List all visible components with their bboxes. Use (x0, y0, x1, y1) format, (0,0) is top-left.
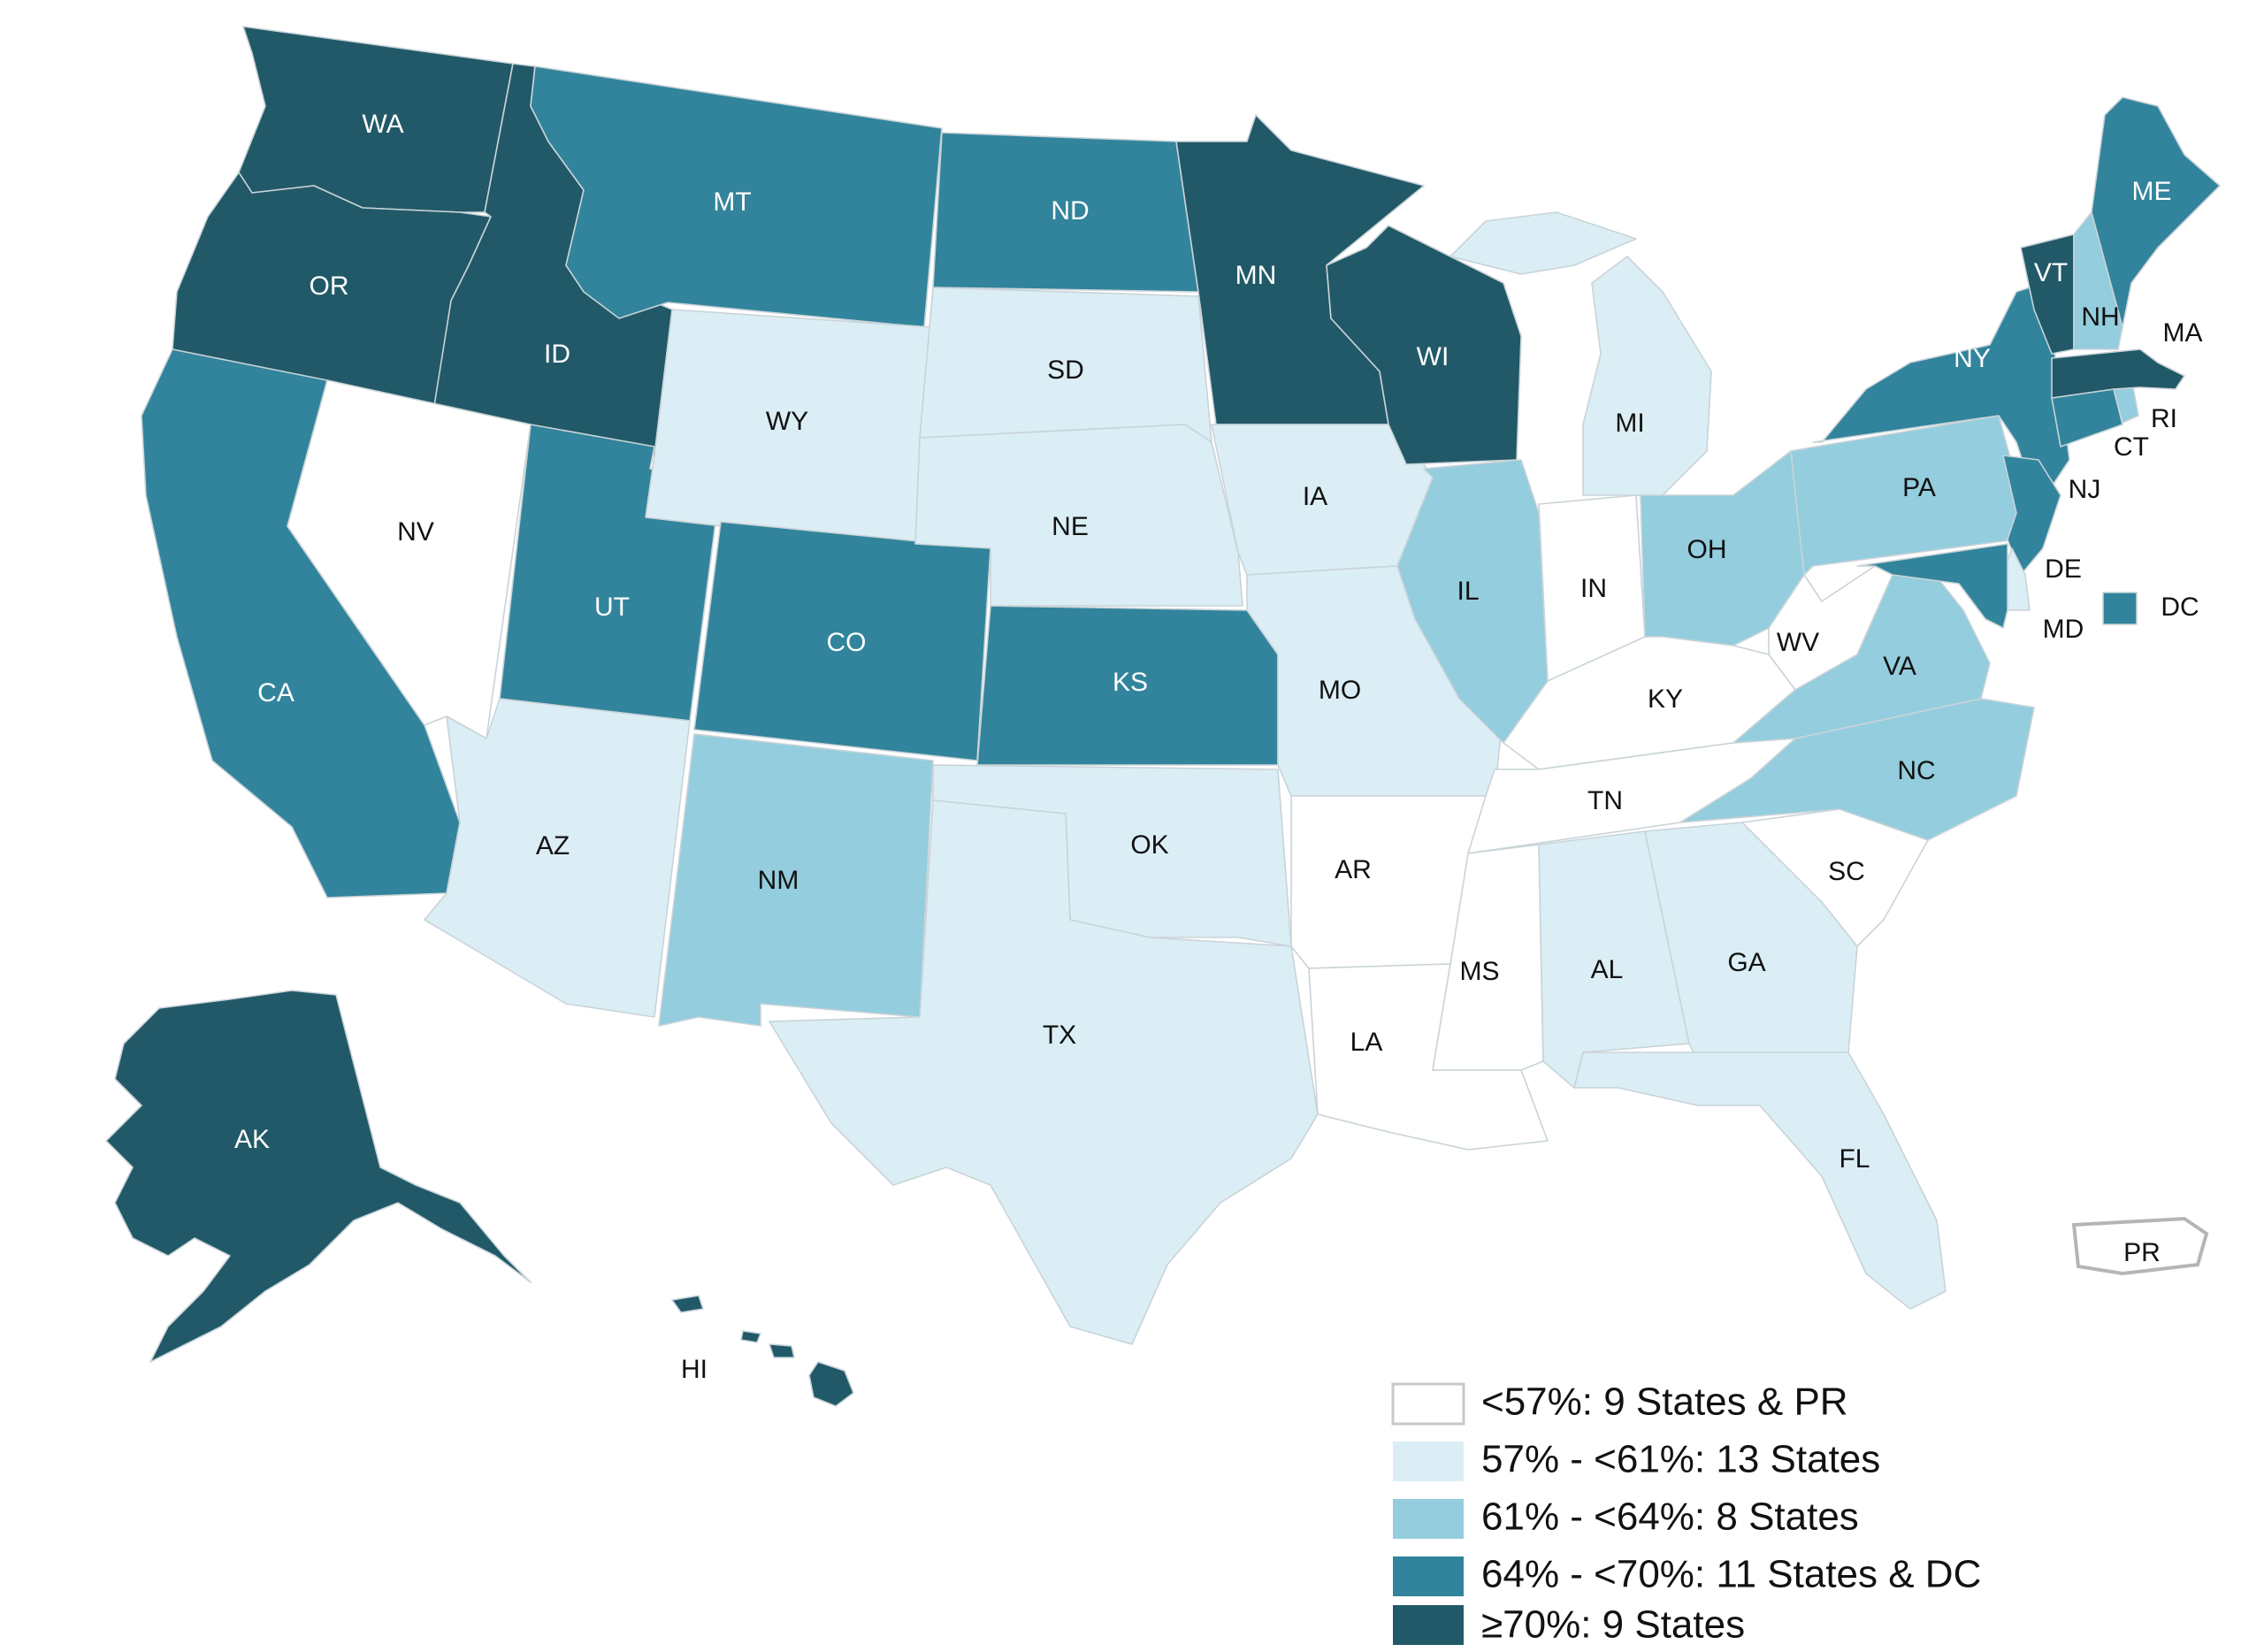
legend-label-4: 64% - <70%: 11 States & DC (1481, 1553, 1981, 1596)
label-ca: CA (257, 678, 294, 707)
label-ga: GA (1727, 948, 1765, 977)
legend-swatch-3 (1393, 1499, 1464, 1539)
label-mi: MI (1615, 409, 1644, 438)
label-in: IN (1580, 574, 1607, 603)
label-ut: UT (594, 593, 630, 622)
state-mi[interactable] (1449, 211, 1712, 496)
label-nm: NM (758, 866, 799, 895)
state-md[interactable] (1856, 543, 2008, 629)
legend-swatch-1 (1391, 1382, 1465, 1426)
label-fl: FL (1839, 1144, 1870, 1174)
label-ia: IA (1303, 482, 1327, 511)
state-tx[interactable] (769, 799, 1319, 1345)
state-nj[interactable] (2002, 455, 2061, 576)
label-ok: OK (1130, 830, 1168, 860)
label-or: OR (310, 272, 349, 301)
label-dc: DC (2161, 593, 2199, 622)
state-mt[interactable] (530, 65, 943, 328)
state-il[interactable] (1396, 459, 1549, 744)
state-wi[interactable] (1326, 225, 1522, 465)
state-nh[interactable] (2073, 211, 2123, 350)
legend: <57%: 9 States & PR 57% - <61%: 13 State… (1391, 1380, 1981, 1647)
legend-swatch-2 (1393, 1442, 1464, 1481)
label-nv: NV (397, 517, 434, 547)
label-nc: NC (1897, 756, 1935, 785)
legend-swatch-5 (1393, 1605, 1464, 1645)
label-tn: TN (1587, 786, 1623, 815)
label-va: VA (1883, 652, 1916, 681)
label-ky: KY (1648, 685, 1683, 714)
label-vt: VT (2034, 258, 2068, 287)
territory-pr[interactable] (2071, 1216, 2209, 1276)
label-ct: CT (2114, 432, 2149, 462)
label-wv: WV (1777, 628, 1819, 657)
state-ma[interactable] (2051, 348, 2185, 399)
label-co: CO (827, 628, 867, 657)
label-ne: NE (1052, 512, 1089, 541)
label-oh: OH (1687, 535, 1727, 564)
label-ma: MA (2163, 318, 2203, 348)
label-ks: KS (1113, 668, 1148, 697)
legend-swatch-4 (1393, 1556, 1464, 1596)
label-mn: MN (1235, 261, 1277, 290)
label-ri: RI (2151, 404, 2177, 433)
label-mo: MO (1319, 676, 1361, 705)
legend-label-3: 61% - <64%: 8 States (1481, 1495, 1859, 1539)
label-wy: WY (766, 407, 808, 436)
label-tx: TX (1043, 1021, 1076, 1050)
state-nm[interactable] (658, 733, 934, 1027)
label-il: IL (1457, 577, 1479, 606)
label-sd: SD (1047, 356, 1084, 385)
state-fl[interactable] (1573, 1052, 1947, 1310)
state-ak[interactable] (105, 990, 532, 1363)
state-labels: WA OR ID MT ND MN WI ME VT NH MA NY RI C… (234, 110, 2203, 1384)
label-la: LA (1350, 1028, 1383, 1057)
state-shapes (105, 26, 2221, 1407)
state-ne[interactable] (914, 424, 1243, 607)
label-ny: NY (1954, 344, 1991, 373)
label-pr: PR (2123, 1238, 2161, 1267)
state-vt[interactable] (2020, 233, 2075, 355)
label-az: AZ (536, 831, 570, 860)
state-dc[interactable] (2102, 592, 2138, 625)
label-wi: WI (1417, 342, 1449, 371)
label-ar: AR (1335, 855, 1372, 884)
label-de: DE (2045, 554, 2082, 584)
state-nc[interactable] (1679, 698, 2035, 841)
state-az[interactable] (424, 698, 691, 1018)
label-hi: HI (681, 1355, 708, 1384)
label-nd: ND (1051, 196, 1089, 226)
label-mt: MT (713, 187, 751, 217)
state-hi[interactable] (671, 1295, 854, 1407)
legend-label-2: 57% - <61%: 13 States (1481, 1438, 1880, 1481)
label-pa: PA (1902, 473, 1936, 502)
label-al: AL (1591, 955, 1624, 984)
state-ct[interactable] (2051, 388, 2123, 447)
label-nh: NH (2081, 302, 2119, 332)
label-id: ID (544, 340, 570, 369)
legend-label-5: ≥70%: 9 States (1481, 1603, 1745, 1647)
label-wa: WA (362, 110, 403, 139)
legend-label-1: <57%: 9 States & PR (1481, 1380, 1848, 1424)
label-me: ME (2132, 177, 2172, 206)
label-md: MD (2043, 615, 2084, 644)
label-nj: NJ (2069, 475, 2101, 504)
state-me[interactable] (2091, 96, 2221, 328)
label-sc: SC (1828, 857, 1865, 886)
label-ms: MS (1460, 957, 1500, 986)
label-ak: AK (234, 1125, 270, 1154)
